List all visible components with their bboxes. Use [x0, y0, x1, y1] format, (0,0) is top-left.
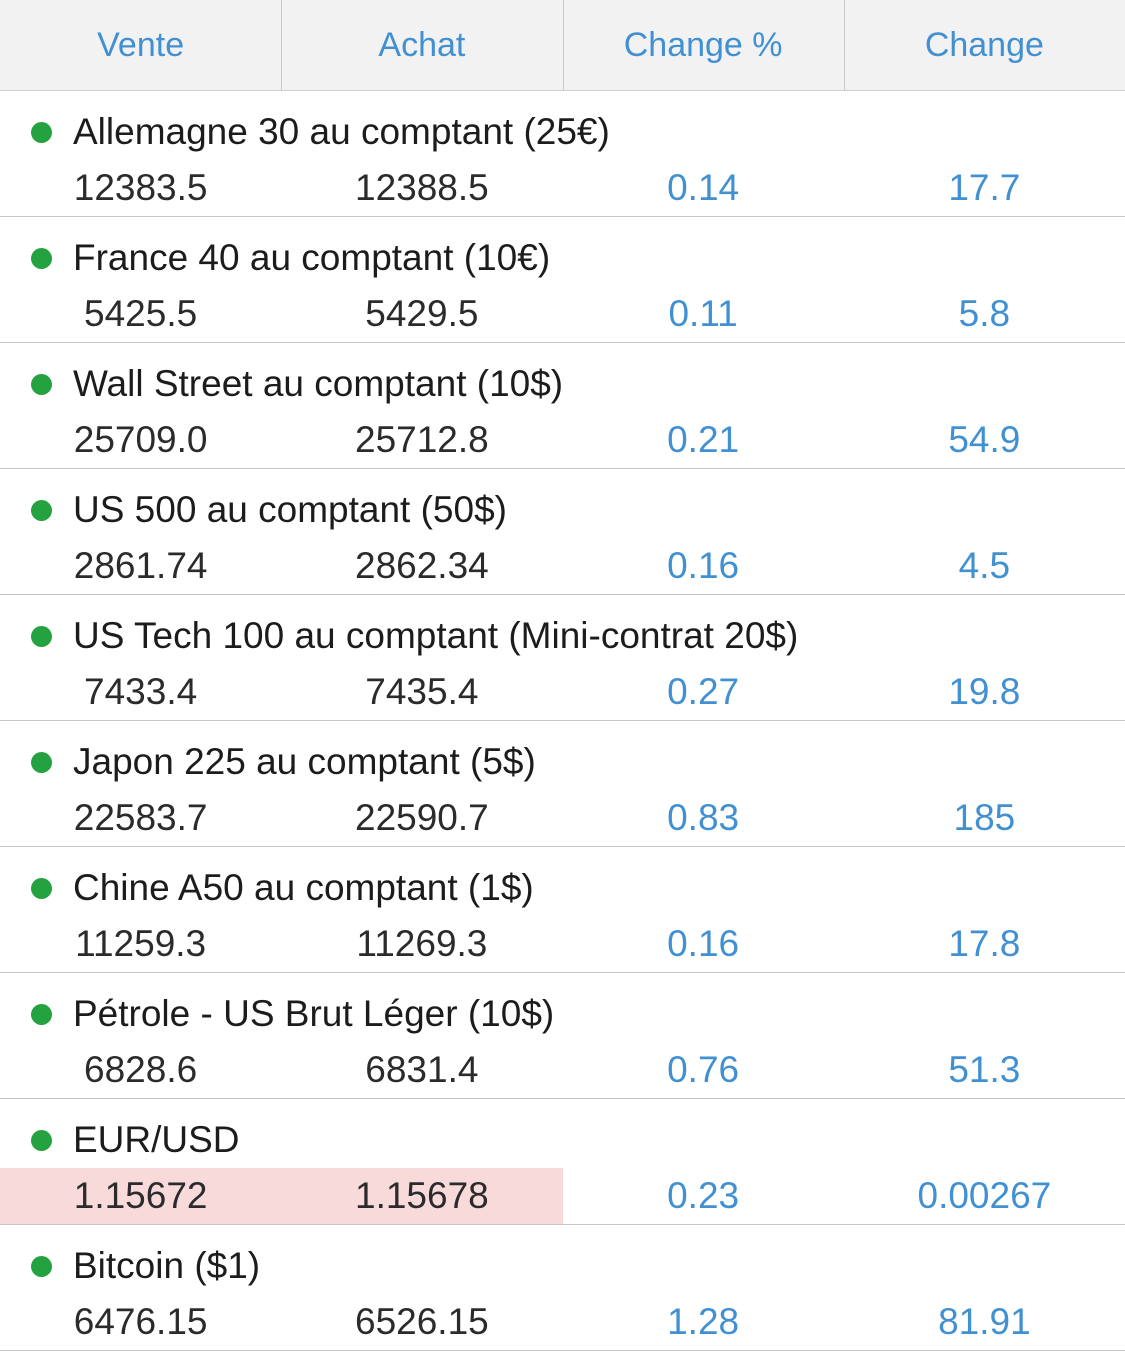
vente-value: 25709.0	[73, 419, 208, 460]
table-row[interactable]: France 40 au comptant (10€) 5425.5 5429.…	[0, 217, 1125, 343]
header-achat[interactable]: Achat	[281, 0, 562, 90]
change-value: 4.5	[958, 545, 1011, 586]
vente-value: 6476.15	[73, 1301, 208, 1342]
vente-value: 11259.3	[75, 923, 207, 964]
market-values-line: 6828.6 6831.4 0.76 51.3	[0, 1042, 1125, 1098]
market-name-line: US 500 au comptant (50$)	[0, 483, 1125, 537]
market-open-dot-icon	[31, 247, 52, 269]
table-row[interactable]: Pétrole - US Brut Léger (10$) 6828.6 683…	[0, 973, 1125, 1099]
change-value: 19.8	[948, 671, 1021, 712]
change-pct-value: 0.16	[667, 545, 740, 586]
achat-value: 6526.15	[355, 1301, 489, 1342]
market-name: Pétrole - US Brut Léger (10$)	[73, 993, 555, 1034]
header-change[interactable]: Change	[843, 0, 1125, 90]
table-row[interactable]: Bitcoin ($1) 6476.15 6526.15 1.28 81.91	[0, 1225, 1125, 1351]
market-name-line: EUR/USD	[0, 1113, 1125, 1167]
vente-value: 1.15672	[0, 1168, 282, 1224]
change-pct-value: 1.28	[667, 1301, 740, 1342]
change-pct-value: 0.14	[667, 167, 740, 208]
table-row[interactable]: Chine A50 au comptant (1$) 11259.3 11269…	[0, 847, 1125, 973]
achat-value: 5429.5	[365, 293, 479, 334]
change-value: 185	[953, 797, 1016, 838]
market-values-line: 1.15672 1.15678 0.23 0.00267	[0, 1168, 1125, 1224]
market-values-line: 7433.4 7435.4 0.27 19.8	[0, 664, 1125, 720]
market-name: US Tech 100 au comptant (Mini-contrat 20…	[73, 615, 799, 656]
achat-value: 6831.4	[365, 1049, 479, 1090]
market-values-line: 11259.3 11269.3 0.16 17.8	[0, 916, 1125, 972]
market-name: Allemagne 30 au comptant (25€)	[73, 111, 610, 152]
achat-value: 7435.4	[365, 671, 479, 712]
market-name-line: US Tech 100 au comptant (Mini-contrat 20…	[0, 609, 1125, 663]
vente-value: 12383.5	[73, 167, 208, 208]
change-pct-value: 0.23	[667, 1175, 740, 1216]
market-name: EUR/USD	[73, 1119, 240, 1160]
vente-value: 2861.74	[73, 545, 208, 586]
change-pct-value: 0.76	[667, 1049, 740, 1090]
table-row[interactable]: US Tech 100 au comptant (Mini-contrat 20…	[0, 595, 1125, 721]
achat-value: 11269.3	[356, 923, 488, 964]
change-pct-value: 0.27	[667, 671, 740, 712]
table-row[interactable]: US 500 au comptant (50$) 2861.74 2862.34…	[0, 469, 1125, 595]
table-body: Allemagne 30 au comptant (25€) 12383.5 1…	[0, 91, 1125, 1351]
market-open-dot-icon	[31, 373, 52, 395]
vente-value: 22583.7	[73, 797, 208, 838]
change-pct-value: 0.11	[668, 293, 738, 334]
market-name: Bitcoin ($1)	[73, 1245, 261, 1286]
table-row[interactable]: Wall Street au comptant (10$) 25709.0 25…	[0, 343, 1125, 469]
change-value: 17.7	[948, 167, 1021, 208]
achat-value: 22590.7	[355, 797, 489, 838]
change-pct-value: 0.21	[667, 419, 740, 460]
change-value: 5.8	[958, 293, 1011, 334]
change-value: 81.91	[938, 1301, 1031, 1342]
market-name: France 40 au comptant (10€)	[73, 237, 551, 278]
achat-value: 2862.34	[355, 545, 489, 586]
table-row[interactable]: Allemagne 30 au comptant (25€) 12383.5 1…	[0, 91, 1125, 217]
market-name-line: Japon 225 au comptant (5$)	[0, 735, 1125, 789]
market-name-line: Allemagne 30 au comptant (25€)	[0, 105, 1125, 159]
achat-value: 12388.5	[355, 167, 489, 208]
market-open-dot-icon	[31, 1129, 52, 1151]
achat-value: 1.15678	[281, 1168, 563, 1224]
vente-value: 5425.5	[84, 293, 198, 334]
market-values-line: 5425.5 5429.5 0.11 5.8	[0, 286, 1125, 342]
vente-value: 7433.4	[84, 671, 198, 712]
market-name-line: Chine A50 au comptant (1$)	[0, 861, 1125, 915]
market-open-dot-icon	[31, 1003, 52, 1025]
market-values-line: 12383.5 12388.5 0.14 17.7	[0, 160, 1125, 216]
market-name-line: France 40 au comptant (10€)	[0, 231, 1125, 285]
change-value: 17.8	[948, 923, 1021, 964]
market-open-dot-icon	[31, 877, 52, 899]
market-name: Japon 225 au comptant (5$)	[73, 741, 536, 782]
market-name-line: Pétrole - US Brut Léger (10$)	[0, 987, 1125, 1041]
market-name-line: Wall Street au comptant (10$)	[0, 357, 1125, 411]
market-values-line: 25709.0 25712.8 0.21 54.9	[0, 412, 1125, 468]
header-vente[interactable]: Vente	[97, 26, 185, 64]
change-value: 54.9	[948, 419, 1021, 460]
header-change-pct[interactable]: Change %	[562, 0, 844, 90]
market-name: US 500 au comptant (50$)	[73, 489, 507, 530]
market-open-dot-icon	[31, 751, 52, 773]
market-name: Chine A50 au comptant (1$)	[73, 867, 534, 908]
market-open-dot-icon	[31, 1255, 52, 1277]
vente-value: 6828.6	[84, 1049, 198, 1090]
change-value: 0.00267	[917, 1175, 1052, 1216]
table-row[interactable]: Japon 225 au comptant (5$) 22583.7 22590…	[0, 721, 1125, 847]
market-values-line: 22583.7 22590.7 0.83 185	[0, 790, 1125, 846]
market-name-line: Bitcoin ($1)	[0, 1239, 1125, 1293]
table-row[interactable]: EUR/USD 1.15672 1.15678 0.23 0.00267	[0, 1099, 1125, 1225]
market-open-dot-icon	[31, 625, 52, 647]
change-pct-value: 0.83	[667, 797, 740, 838]
achat-value: 25712.8	[355, 419, 489, 460]
change-value: 51.3	[948, 1049, 1021, 1090]
table-header: Vente Achat Change % Change	[0, 0, 1125, 91]
market-values-line: 2861.74 2862.34 0.16 4.5	[0, 538, 1125, 594]
market-open-dot-icon	[31, 121, 52, 143]
market-open-dot-icon	[31, 499, 52, 521]
change-pct-value: 0.16	[667, 923, 740, 964]
market-values-line: 6476.15 6526.15 1.28 81.91	[0, 1294, 1125, 1350]
market-name: Wall Street au comptant (10$)	[73, 363, 564, 404]
